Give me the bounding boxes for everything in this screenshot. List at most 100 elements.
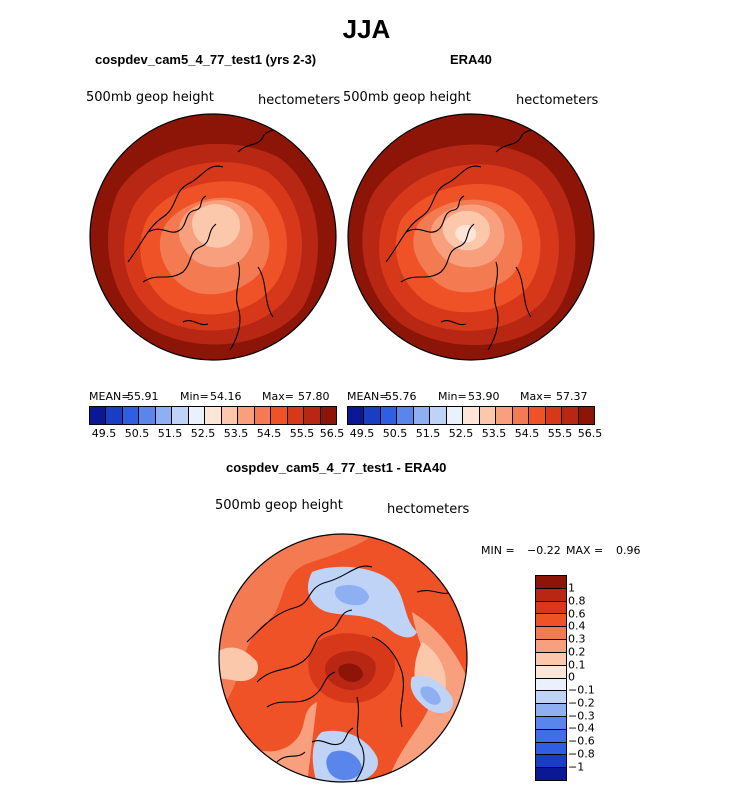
colorbar-swatch [172,407,189,424]
left-panel-title: cospdev_cam5_4_77_test1 (yrs 2-3) [95,52,317,67]
coastline [276,751,306,763]
coastline [385,165,482,263]
difference-colorbar-tick: 0.1 [568,658,586,672]
left-min-value: 54.16 [210,390,242,403]
colorbar-swatch [221,407,239,424]
colorbar-swatch [536,614,566,628]
colorbar-swatch [188,407,206,424]
difference-colorbar-tick: −0.4 [568,721,595,735]
coastline [371,636,404,728]
left-colorbar [89,406,337,425]
coastline [229,261,241,351]
difference-colorbar-tick: −0.6 [568,734,595,748]
coastline [182,320,209,326]
colorbar-swatch [479,407,497,424]
coastline [405,195,465,233]
difference-units-label: hectometers [387,502,470,517]
difference-max-label: MAX = [566,544,604,557]
difference-colorbar-tick: −1 [568,760,585,774]
colorbar-swatch [562,407,579,424]
colorbar-swatch [536,640,566,653]
colorbar-swatch [536,755,566,769]
colorbar-swatch [529,407,546,424]
colorbar-swatch [446,407,464,424]
left-colorbar-tick: 49.5 [91,427,117,440]
difference-colorbar-tick: −0.8 [568,747,595,761]
colorbar-swatch [304,407,321,424]
left-colorbar-tick: 52.5 [190,427,216,440]
right-colorbar-tick: 56.5 [577,427,603,440]
colorbar-swatch [536,678,566,692]
colorbar-swatch [430,407,447,424]
difference-contour-band [326,750,362,781]
difference-colorbar-tick: 0.8 [568,594,586,608]
difference-colorbar-tick: −0.3 [568,709,595,723]
left-mean-label: MEAN= [89,390,131,403]
difference-colorbar-tick: −0.1 [568,683,595,697]
colorbar-swatch [536,576,566,589]
left-max-value: 57.80 [298,390,330,403]
figure-title: JJA [342,14,391,44]
colorbar-swatch [348,407,365,424]
right-colorbar-tick: 55.5 [547,427,573,440]
colorbar-swatch [413,407,431,424]
right-max-label: Max= [520,390,552,403]
colorbar-swatch [380,407,398,424]
right-colorbar-tick: 53.5 [481,427,507,440]
colorbar-swatch [139,407,156,424]
colorbar-swatch [536,768,566,780]
difference-contour-band [338,663,363,682]
coastline [440,320,467,326]
difference-contour-band [219,647,258,681]
left-mean-value: 55.91 [127,390,159,403]
right-colorbar-tick: 52.5 [448,427,474,440]
colorbar-swatch [463,407,480,424]
colorbar-swatch [536,704,566,717]
left-colorbar-tick: 55.5 [289,427,315,440]
colorbar-swatch [496,407,513,424]
coastline [487,261,499,351]
difference-colorbar-tick: 0.2 [568,645,586,659]
coastline [515,266,532,318]
difference-colorbar-tick: 0.3 [568,632,586,646]
difference-polar-map [218,533,468,783]
colorbar-swatch [536,588,566,602]
left-contour-band [192,204,241,248]
left-min-label: Min= [180,390,209,403]
left-colorbar-tick: 56.5 [319,427,345,440]
difference-min-value: −0.22 [527,544,561,557]
colorbar-swatch [287,407,305,424]
difference-contour-band [219,534,377,712]
colorbar-swatch [545,407,563,424]
left-colorbar-tick: 50.5 [124,427,150,440]
coastline [127,165,224,263]
difference-panel-title: cospdev_cam5_4_77_test1 - ERA40 [226,460,447,475]
right-units-label: hectometers [516,93,599,108]
difference-variable-label: 500mb geop height [215,498,343,513]
colorbar-swatch [578,407,595,424]
difference-contour-band [334,585,369,606]
right-contour-band [455,224,477,243]
colorbar-swatch [254,407,272,424]
colorbar-swatch [536,729,566,743]
difference-colorbar [535,575,567,781]
difference-colorbar-tick: −0.2 [568,696,595,710]
left-colorbar-tick: 51.5 [157,427,183,440]
difference-colorbar-tick: 0.6 [568,607,586,621]
difference-min-label: MIN = [481,544,515,557]
right-colorbar-tick: 49.5 [349,427,375,440]
right-colorbar-tick: 50.5 [382,427,408,440]
colorbar-swatch [512,407,530,424]
difference-max-value: 0.96 [616,544,641,557]
coastline [266,671,336,708]
left-variable-label: 500mb geop height [86,90,214,105]
coastline [354,696,365,782]
left-units-label: hectometers [258,93,341,108]
colorbar-swatch [155,407,173,424]
right-mean-label: MEAN= [347,390,389,403]
coastline [147,195,207,233]
right-max-value: 57.37 [556,390,588,403]
colorbar-swatch [397,407,414,424]
difference-colorbar-tick: 0.4 [568,619,586,633]
difference-colorbar-tick: 0 [568,670,575,684]
